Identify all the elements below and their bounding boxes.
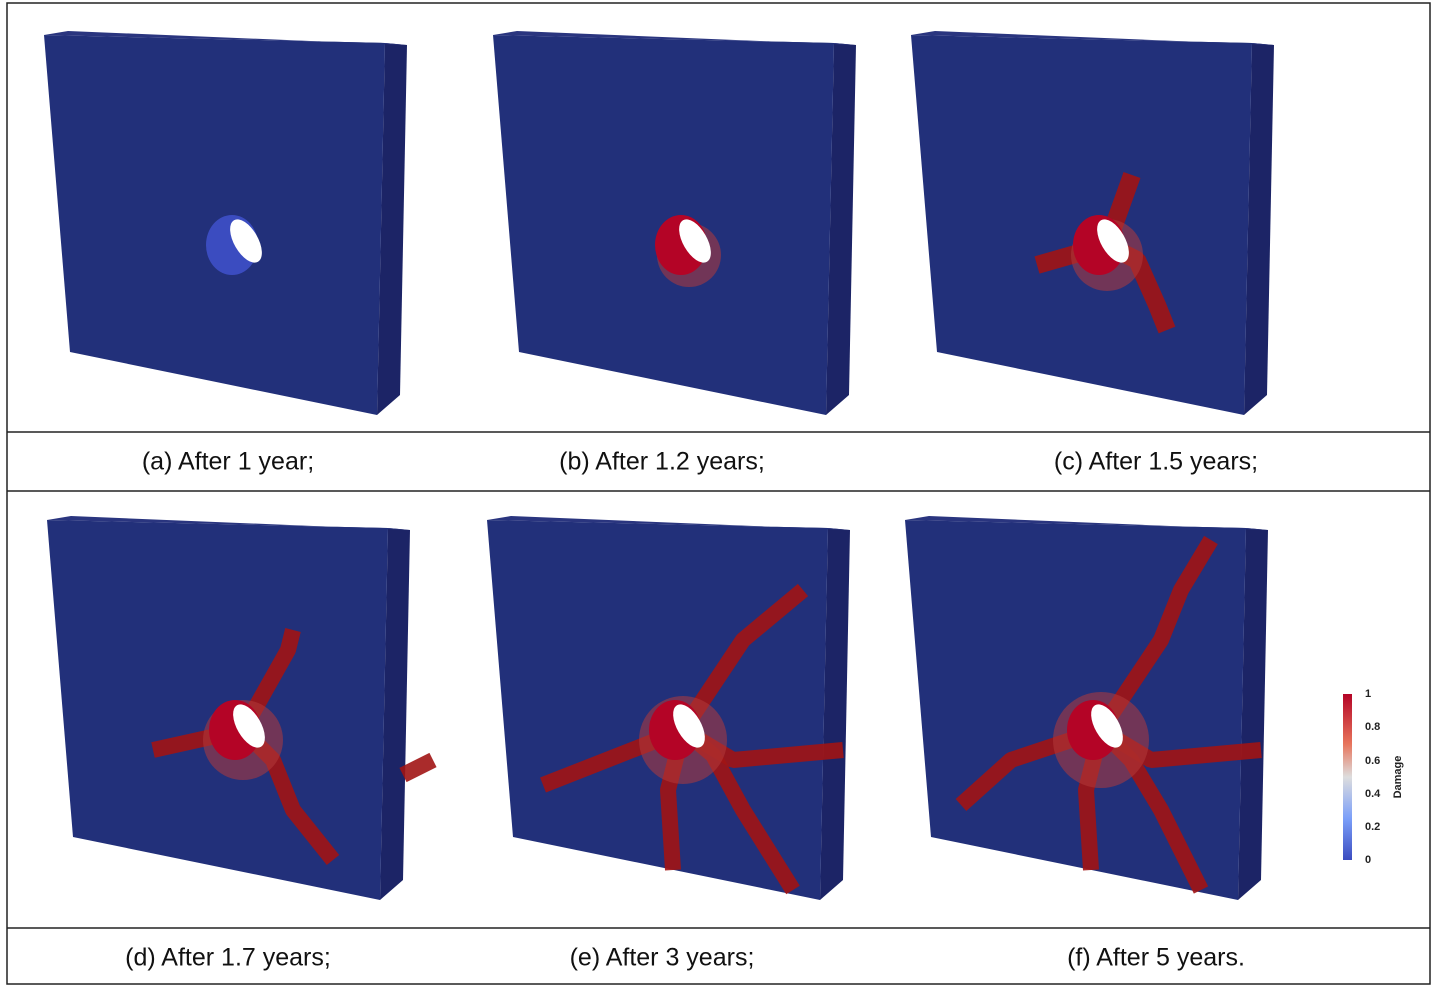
colorbar-title: Damage	[1392, 756, 1404, 799]
figure: (a) After 1 year; (b) After 1.2 years; (…	[0, 0, 1431, 985]
caption: (f) After 5 years.	[1067, 944, 1245, 972]
caption: (b) After 1.2 years;	[559, 448, 765, 476]
colorbar-tick: 0	[1365, 854, 1371, 866]
caption: (d) After 1.7 years;	[125, 944, 331, 972]
caption: (e) After 3 years;	[570, 944, 755, 972]
page: (a) After 1 year; (b) After 1.2 years; (…	[0, 0, 1431, 985]
caption: (c) After 1.5 years;	[1054, 448, 1258, 476]
colorbar-tick: 0.6	[1365, 755, 1380, 767]
colorbar-tick: 0.8	[1365, 721, 1380, 733]
colorbar-tick: 0.4	[1365, 788, 1381, 800]
crack	[403, 760, 433, 775]
colorbar-tick: 0.2	[1365, 821, 1380, 833]
colorbar	[1343, 694, 1352, 860]
caption: (a) After 1 year;	[142, 448, 314, 476]
colorbar-tick: 1	[1365, 688, 1371, 700]
